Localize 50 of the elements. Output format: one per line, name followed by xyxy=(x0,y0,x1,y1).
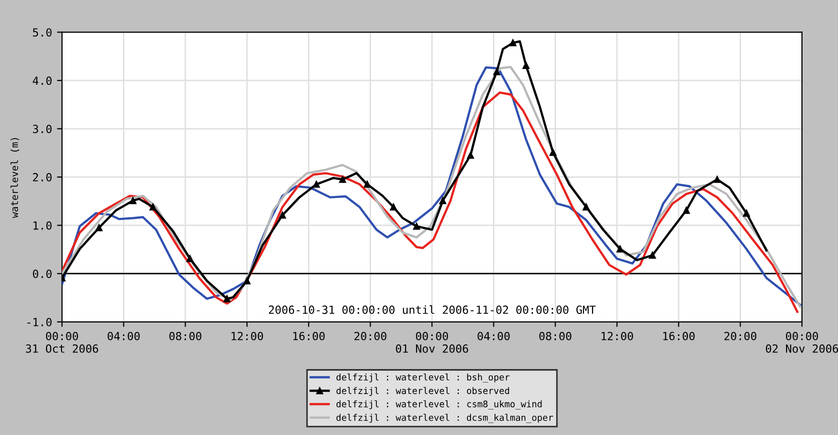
point xyxy=(278,212,286,219)
point xyxy=(439,197,446,204)
x-tick-label: 00:00 31 Oct 2006 xyxy=(26,332,98,353)
point xyxy=(742,210,750,217)
point xyxy=(186,255,194,262)
point xyxy=(390,204,397,210)
y-tick-label: 1.0 xyxy=(34,221,52,230)
point xyxy=(96,224,102,232)
point xyxy=(223,295,230,302)
annotation: 2006-10-31 00:00:00 until 2006-11-02 00:00:00 GMT xyxy=(268,305,596,314)
x-tick-label: 16:00 xyxy=(663,332,695,340)
x-tick-label: 00:00 02 Nov 2006 xyxy=(766,332,838,353)
y-tick-label: 4.0 xyxy=(32,76,52,85)
point xyxy=(312,180,320,188)
legend-label: delfzijl : waterlevel : bsh_oper xyxy=(336,373,510,383)
x-tick-label: 12:00 xyxy=(232,332,264,340)
point xyxy=(550,148,556,156)
point xyxy=(522,62,530,69)
x-tick-label: 20:00 xyxy=(354,332,386,340)
point xyxy=(244,277,250,284)
y-tick-label: -1.0 xyxy=(27,318,52,326)
point xyxy=(339,176,346,183)
y-tick-label: 5.0 xyxy=(33,28,52,37)
legend-label: delfzijl : waterlevel : observed xyxy=(336,387,510,396)
point xyxy=(648,252,656,259)
point xyxy=(493,68,500,76)
x-tick-label: 12:00 xyxy=(602,332,633,340)
x-tick-label: 04:00 xyxy=(108,332,140,340)
x-tick-label: 04:00 xyxy=(478,332,510,340)
y-tick-label: 0.0 xyxy=(32,270,52,278)
point xyxy=(467,152,474,159)
point xyxy=(364,180,371,188)
point xyxy=(582,204,590,210)
legend-label: delfzijl : waterlevel : csm8_ukmo_wind xyxy=(336,400,542,410)
point xyxy=(149,204,156,210)
point xyxy=(129,197,136,204)
point xyxy=(714,176,721,183)
x-tick-label: 08:00 xyxy=(169,332,202,340)
x-tick-label: 16:00 xyxy=(293,332,325,340)
x-tick-label: 08:00 xyxy=(539,332,572,340)
point xyxy=(682,206,690,214)
x-tick-label: 20:00 xyxy=(724,332,756,340)
point xyxy=(616,246,624,252)
legend-label: delfzijl : waterlevel : dcsm_kalman_oper xyxy=(336,414,553,423)
x-tick-label: 00:00 01 Nov 2006 xyxy=(396,332,468,353)
y-axis-title: waterlevel (m) xyxy=(10,138,20,218)
y-tick-label: 3.0 xyxy=(32,124,52,134)
y-tick-label: 2.0 xyxy=(33,173,52,182)
point xyxy=(509,39,516,46)
point xyxy=(413,222,420,230)
